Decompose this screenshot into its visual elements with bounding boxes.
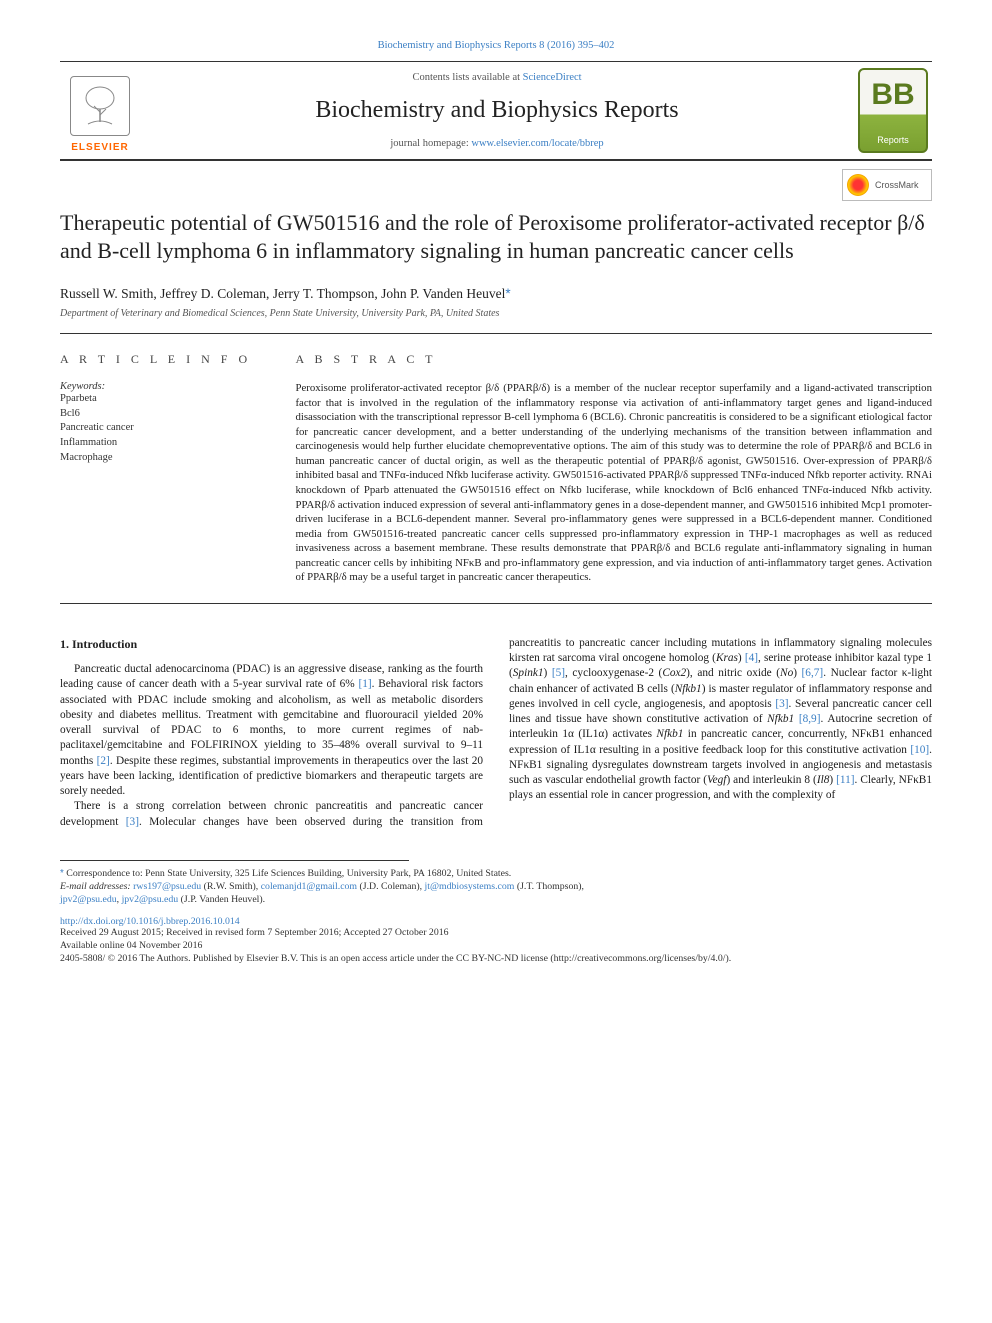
keyword: Pparbeta — [60, 392, 277, 407]
elsevier-wordmark: ELSEVIER — [71, 142, 128, 153]
keyword: Macrophage — [60, 451, 277, 466]
homepage-prefix: journal homepage: — [390, 138, 471, 149]
elsevier-logo: ELSEVIER — [60, 62, 140, 159]
body-span: ) and interleukin 8 ( — [726, 774, 816, 786]
gene-name: Il8 — [817, 774, 830, 786]
section-heading-introduction: 1. Introduction — [60, 636, 483, 652]
elsevier-tree-icon — [70, 76, 130, 136]
ref-link[interactable]: [5] — [552, 667, 565, 679]
affiliation: Department of Veterinary and Biomedical … — [60, 308, 932, 334]
journal-header: ELSEVIER Contents lists available at Sci… — [60, 61, 932, 161]
copyright-line: 2405-5808/ © 2016 The Authors. Published… — [60, 953, 932, 966]
gene-name: No — [780, 667, 793, 679]
journal-reference: Biochemistry and Biophysics Reports 8 (2… — [60, 40, 932, 51]
journal-title: Biochemistry and Biophysics Reports — [140, 97, 854, 124]
crossmark-label: CrossMark — [875, 180, 919, 190]
body-span: ) — [793, 667, 801, 679]
homepage-line: journal homepage: www.elsevier.com/locat… — [140, 138, 854, 149]
crossmark-wrap: CrossMark — [842, 169, 932, 201]
email-link[interactable]: jpv2@psu.edu — [122, 894, 179, 905]
body-span: ) — [544, 667, 552, 679]
corresponding-footnote: * Correspondence to: Penn State Universi… — [60, 867, 932, 880]
footnote-rule — [60, 860, 409, 861]
contents-line: Contents lists available at ScienceDirec… — [140, 72, 854, 83]
info-abstract-row: A R T I C L E I N F O Keywords: Pparbeta… — [60, 352, 932, 604]
crossmark-icon — [847, 174, 869, 196]
gene-name: Nfkb1 — [767, 713, 794, 725]
keyword: Inflammation — [60, 436, 277, 451]
bb-badge: BB Reports — [858, 68, 928, 153]
doi-line: http://dx.doi.org/10.1016/j.bbrep.2016.1… — [60, 916, 932, 927]
bb-letters: BB — [871, 80, 914, 110]
ref-link[interactable]: [3] — [126, 816, 139, 828]
keyword: Bcl6 — [60, 407, 277, 422]
article-history: Received 29 August 2015; Received in rev… — [60, 927, 932, 940]
email-footnote-2: jpv2@psu.edu, jpv2@psu.edu (J.P. Vanden … — [60, 893, 932, 906]
body-text: 1. Introduction Pancreatic ductal adenoc… — [60, 636, 932, 830]
ref-link[interactable]: [11] — [836, 774, 854, 786]
body-span: . Despite these regimes, substantial imp… — [60, 755, 483, 798]
corresponding-marker: * — [505, 286, 510, 301]
bb-reports-label: Reports — [877, 135, 909, 145]
doi-link[interactable]: http://dx.doi.org/10.1016/j.bbrep.2016.1… — [60, 916, 240, 927]
email-name: (R.W. Smith), — [201, 881, 261, 892]
abstract-column: A B S T R A C T Peroxisome proliferator-… — [295, 352, 932, 585]
email-label: E-mail addresses: — [60, 881, 133, 892]
keywords-list: Pparbeta Bcl6 Pancreatic cancer Inflamma… — [60, 392, 277, 465]
corr-text: Correspondence to: Penn State University… — [66, 868, 511, 879]
body-span: . Behavioral risk factors associated wit… — [60, 678, 483, 766]
sciencedirect-link[interactable]: ScienceDirect — [523, 72, 582, 83]
email-footnote: E-mail addresses: rws197@psu.edu (R.W. S… — [60, 880, 932, 893]
contents-prefix: Contents lists available at — [412, 72, 522, 83]
ref-link[interactable]: [8,9] — [799, 713, 821, 725]
email-link[interactable]: rws197@psu.edu — [133, 881, 201, 892]
gene-name: Nfkb1 — [675, 683, 702, 695]
article-title: Therapeutic potential of GW501516 and th… — [60, 209, 932, 264]
footnotes: * Correspondence to: Penn State Universi… — [60, 867, 932, 907]
article-info-column: A R T I C L E I N F O Keywords: Pparbeta… — [60, 352, 295, 585]
article-info-label: A R T I C L E I N F O — [60, 352, 277, 367]
homepage-link[interactable]: www.elsevier.com/locate/bbrep — [471, 138, 603, 149]
email-link[interactable]: colemanjd1@gmail.com — [261, 881, 357, 892]
ref-link[interactable]: [1] — [358, 678, 371, 690]
crossmark-badge[interactable]: CrossMark — [842, 169, 932, 201]
abstract-label: A B S T R A C T — [295, 352, 932, 367]
header-center: Contents lists available at ScienceDirec… — [140, 62, 854, 159]
body-span: ) — [738, 652, 745, 664]
body-paragraph: Pancreatic ductal adenocarcinoma (PDAC) … — [60, 662, 483, 799]
gene-name: Kras — [716, 652, 738, 664]
gene-name: Spink1 — [513, 667, 544, 679]
body-span: ), and nitric oxide ( — [686, 667, 780, 679]
gene-name: Nfkb1 — [656, 728, 683, 740]
email-link[interactable]: jt@mdbiosystems.com — [425, 881, 515, 892]
email-name: (J.T. Thompson), — [514, 881, 584, 892]
email-name: (J.P. Vanden Heuvel). — [178, 894, 265, 905]
ref-link[interactable]: [10] — [910, 744, 929, 756]
gene-name: Vegf — [707, 774, 726, 786]
keywords-label: Keywords: — [60, 381, 277, 392]
available-online: Available online 04 November 2016 — [60, 940, 932, 953]
gene-name: Cox2 — [662, 667, 686, 679]
ref-link[interactable]: [4] — [745, 652, 758, 664]
authors-list: Russell W. Smith, Jeffrey D. Coleman, Je… — [60, 286, 505, 301]
ref-link[interactable]: [2] — [97, 755, 110, 767]
authors: Russell W. Smith, Jeffrey D. Coleman, Je… — [60, 286, 932, 302]
keyword: Pancreatic cancer — [60, 421, 277, 436]
body-span: , cyclooxygenase-2 ( — [565, 667, 662, 679]
email-name: (J.D. Coleman), — [357, 881, 424, 892]
abstract-text: Peroxisome proliferator-activated recept… — [295, 381, 932, 585]
email-link[interactable]: jpv2@psu.edu — [60, 894, 117, 905]
bb-reports-logo: BB Reports — [854, 62, 932, 159]
ref-link[interactable]: [3] — [775, 698, 788, 710]
ref-link[interactable]: [6,7] — [802, 667, 824, 679]
corr-marker: * — [60, 868, 64, 879]
